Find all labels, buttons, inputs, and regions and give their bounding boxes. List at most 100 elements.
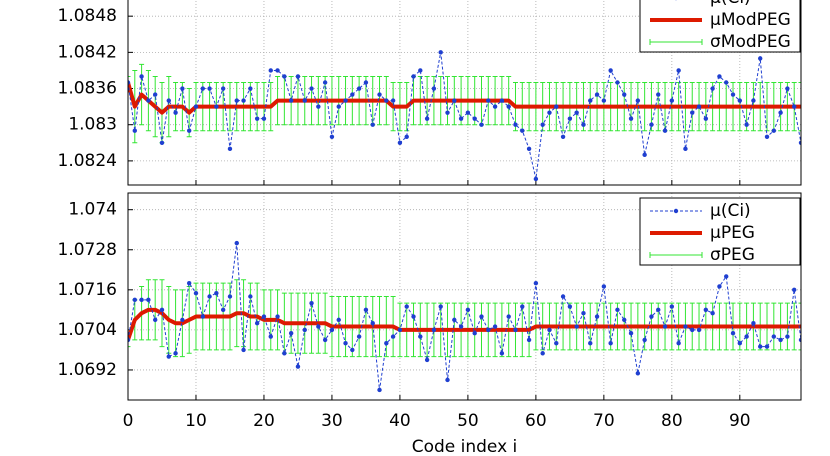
data-point xyxy=(350,348,354,352)
data-point xyxy=(540,123,544,127)
data-point xyxy=(323,338,327,342)
data-point xyxy=(486,328,490,332)
y-tick-label: 1.074 xyxy=(68,200,117,220)
data-point xyxy=(235,98,239,102)
data-point xyxy=(262,314,266,318)
data-point xyxy=(636,371,640,375)
panel: 1.08241.0831.08361.08421.0848μ(Ci)μModPE… xyxy=(58,0,804,185)
data-point xyxy=(160,141,164,145)
data-point xyxy=(425,358,429,362)
data-point xyxy=(357,334,361,338)
data-point xyxy=(520,304,524,308)
data-point xyxy=(534,281,538,285)
data-point xyxy=(180,86,184,90)
legend-label: σPEG xyxy=(710,245,755,265)
y-tick-label: 1.0692 xyxy=(58,360,117,380)
data-point xyxy=(758,56,762,60)
data-point xyxy=(568,304,572,308)
data-point xyxy=(731,92,735,96)
data-point xyxy=(527,338,531,342)
data-point xyxy=(262,116,266,120)
data-point xyxy=(574,110,578,114)
data-point xyxy=(452,98,456,102)
data-point xyxy=(792,104,796,108)
legend-label: μ(Ci) xyxy=(710,201,751,221)
data-point xyxy=(615,80,619,84)
data-point xyxy=(615,308,619,312)
data-point xyxy=(201,86,205,90)
data-point xyxy=(493,104,497,108)
data-point xyxy=(255,116,259,120)
data-point xyxy=(676,341,680,345)
y-tick-label: 1.0824 xyxy=(58,151,117,171)
data-point xyxy=(608,68,612,72)
data-point xyxy=(289,331,293,335)
y-tick-label: 1.0716 xyxy=(58,280,117,300)
data-point xyxy=(411,314,415,318)
data-point xyxy=(398,141,402,145)
data-point xyxy=(724,80,728,84)
data-point xyxy=(160,308,164,312)
y-tick-label: 1.0728 xyxy=(58,240,117,260)
data-point xyxy=(778,110,782,114)
data-point xyxy=(500,351,504,355)
data-point xyxy=(337,104,341,108)
data-point xyxy=(772,129,776,133)
data-point xyxy=(296,74,300,78)
data-point xyxy=(221,308,225,312)
data-point xyxy=(391,334,395,338)
data-point xyxy=(710,311,714,315)
data-point xyxy=(371,321,375,325)
data-point xyxy=(309,301,313,305)
plot-area xyxy=(126,50,804,181)
data-point xyxy=(731,331,735,335)
data-point xyxy=(472,116,476,120)
x-tick-label: 80 xyxy=(661,411,683,431)
data-point xyxy=(153,318,157,322)
data-point xyxy=(792,288,796,292)
data-point xyxy=(581,123,585,127)
data-point xyxy=(303,98,307,102)
mean-line xyxy=(128,310,801,340)
data-point xyxy=(738,341,742,345)
x-tick-label: 70 xyxy=(593,411,615,431)
data-point xyxy=(187,281,191,285)
data-point xyxy=(765,135,769,139)
data-point xyxy=(269,68,273,72)
data-point xyxy=(704,308,708,312)
data-point xyxy=(670,304,674,308)
data-point xyxy=(207,86,211,90)
data-point xyxy=(758,344,762,348)
data-point xyxy=(561,294,565,298)
legend-marker xyxy=(674,209,678,213)
data-point xyxy=(574,324,578,328)
data-point xyxy=(588,98,592,102)
x-tick-label: 60 xyxy=(525,411,547,431)
data-point xyxy=(466,308,470,312)
data-point xyxy=(622,318,626,322)
data-point xyxy=(167,354,171,358)
data-point xyxy=(445,110,449,114)
data-point xyxy=(194,291,198,295)
data-point xyxy=(432,328,436,332)
legend-label: μPEG xyxy=(710,223,755,243)
data-point xyxy=(255,321,259,325)
data-point xyxy=(221,86,225,90)
data-point xyxy=(384,341,388,345)
data-point xyxy=(371,123,375,127)
data-point xyxy=(751,98,755,102)
data-point xyxy=(248,294,252,298)
data-point xyxy=(343,98,347,102)
data-point xyxy=(459,324,463,328)
data-point xyxy=(289,98,293,102)
data-point xyxy=(228,294,232,298)
data-point xyxy=(513,328,517,332)
data-point xyxy=(649,123,653,127)
data-point xyxy=(282,74,286,78)
data-point xyxy=(350,92,354,96)
data-point xyxy=(540,351,544,355)
data-point xyxy=(683,147,687,151)
data-line xyxy=(128,52,801,179)
data-point xyxy=(323,80,327,84)
